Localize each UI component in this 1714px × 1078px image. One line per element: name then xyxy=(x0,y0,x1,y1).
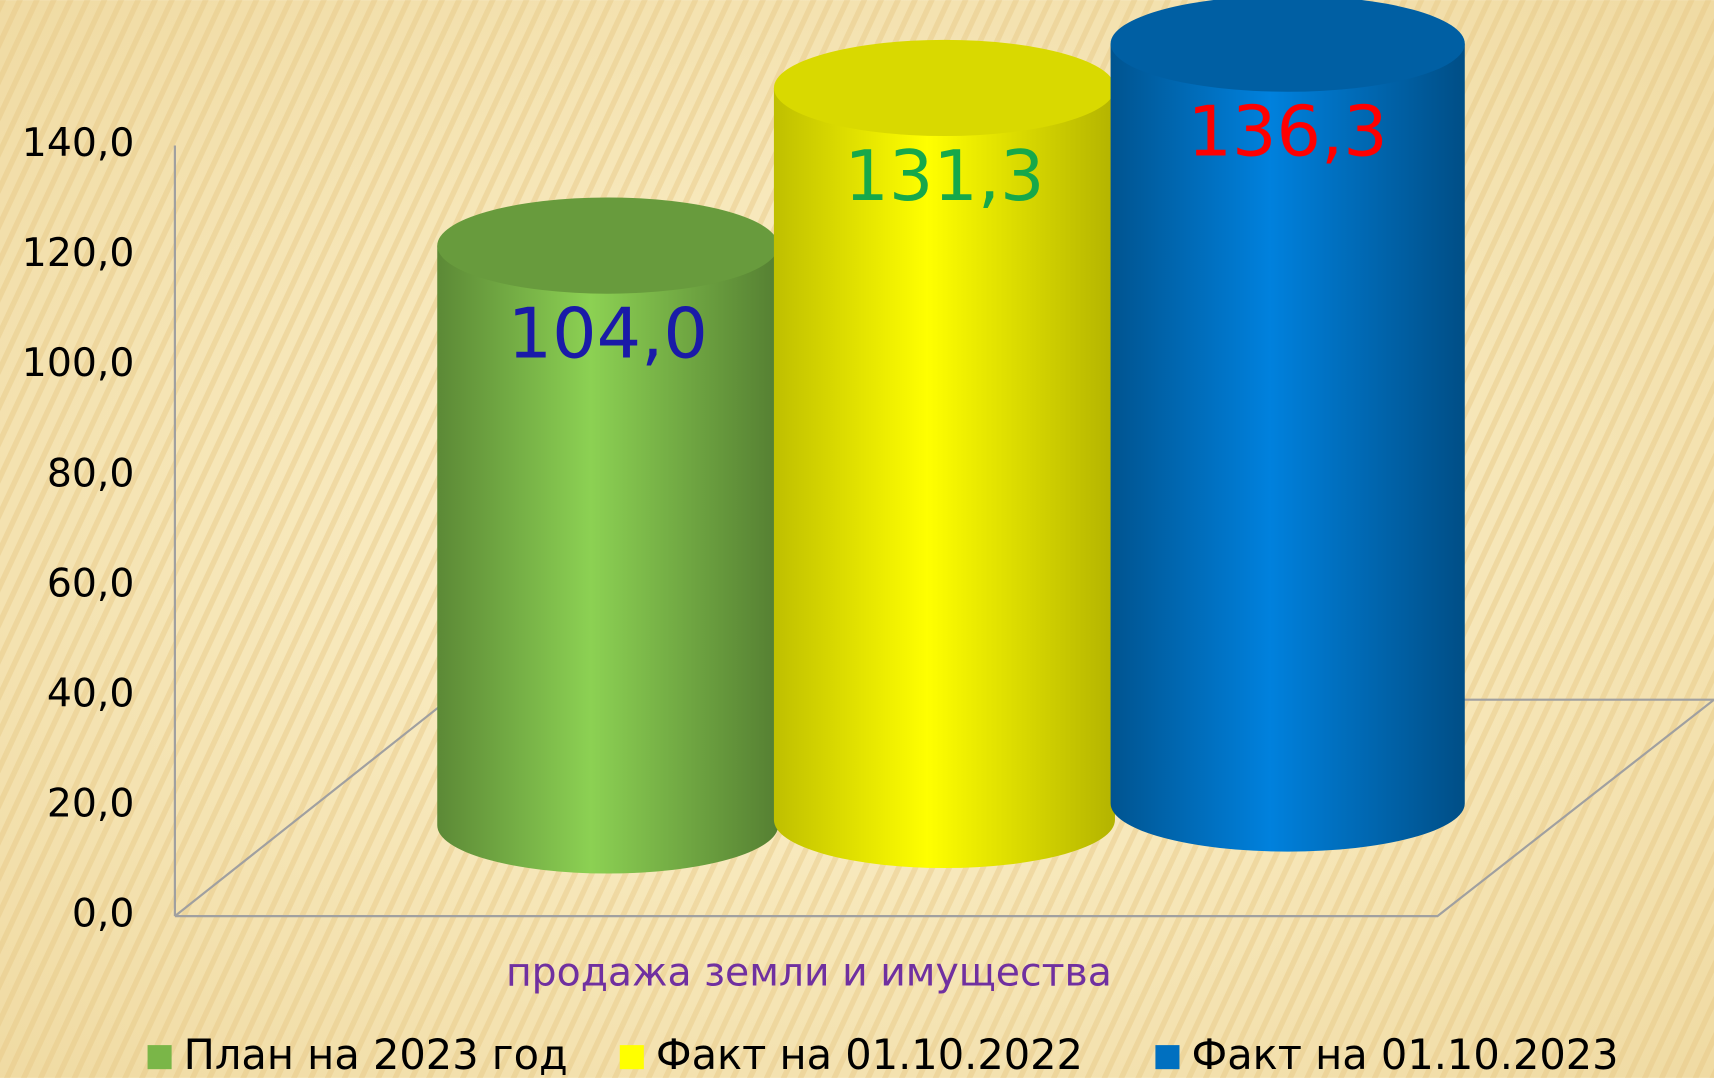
cylinder-body xyxy=(1110,43,1465,852)
legend-label: Факт на 01.10.2023 xyxy=(1191,1030,1618,1078)
y-tick-label: 0,0 xyxy=(72,891,135,937)
value-label: 131,3 xyxy=(844,136,1044,217)
legend-swatch xyxy=(147,1045,172,1070)
legend-label: План на 2023 год xyxy=(184,1030,568,1078)
legend-swatch xyxy=(1155,1045,1180,1070)
legend-swatch xyxy=(619,1045,644,1070)
cylinder-top xyxy=(773,39,1115,137)
value-label: 136,3 xyxy=(1188,92,1388,173)
y-tick-label: 120,0 xyxy=(22,230,135,276)
legend-label: Факт на 01.10.2022 xyxy=(656,1030,1083,1078)
y-tick-label: 80,0 xyxy=(47,450,135,496)
cylinder-top xyxy=(437,197,779,294)
y-tick-label: 20,0 xyxy=(47,781,135,827)
y-tick-label: 40,0 xyxy=(47,670,135,716)
category-label: продажа земли и имущества xyxy=(506,950,1112,996)
cylinder-body xyxy=(773,87,1115,869)
cylinder-body xyxy=(437,245,779,874)
value-label: 104,0 xyxy=(508,294,708,375)
y-tick-label: 100,0 xyxy=(22,340,135,386)
y-tick-label: 140,0 xyxy=(22,120,135,166)
y-tick-label: 60,0 xyxy=(47,560,135,606)
cylinder-top xyxy=(1110,0,1465,92)
